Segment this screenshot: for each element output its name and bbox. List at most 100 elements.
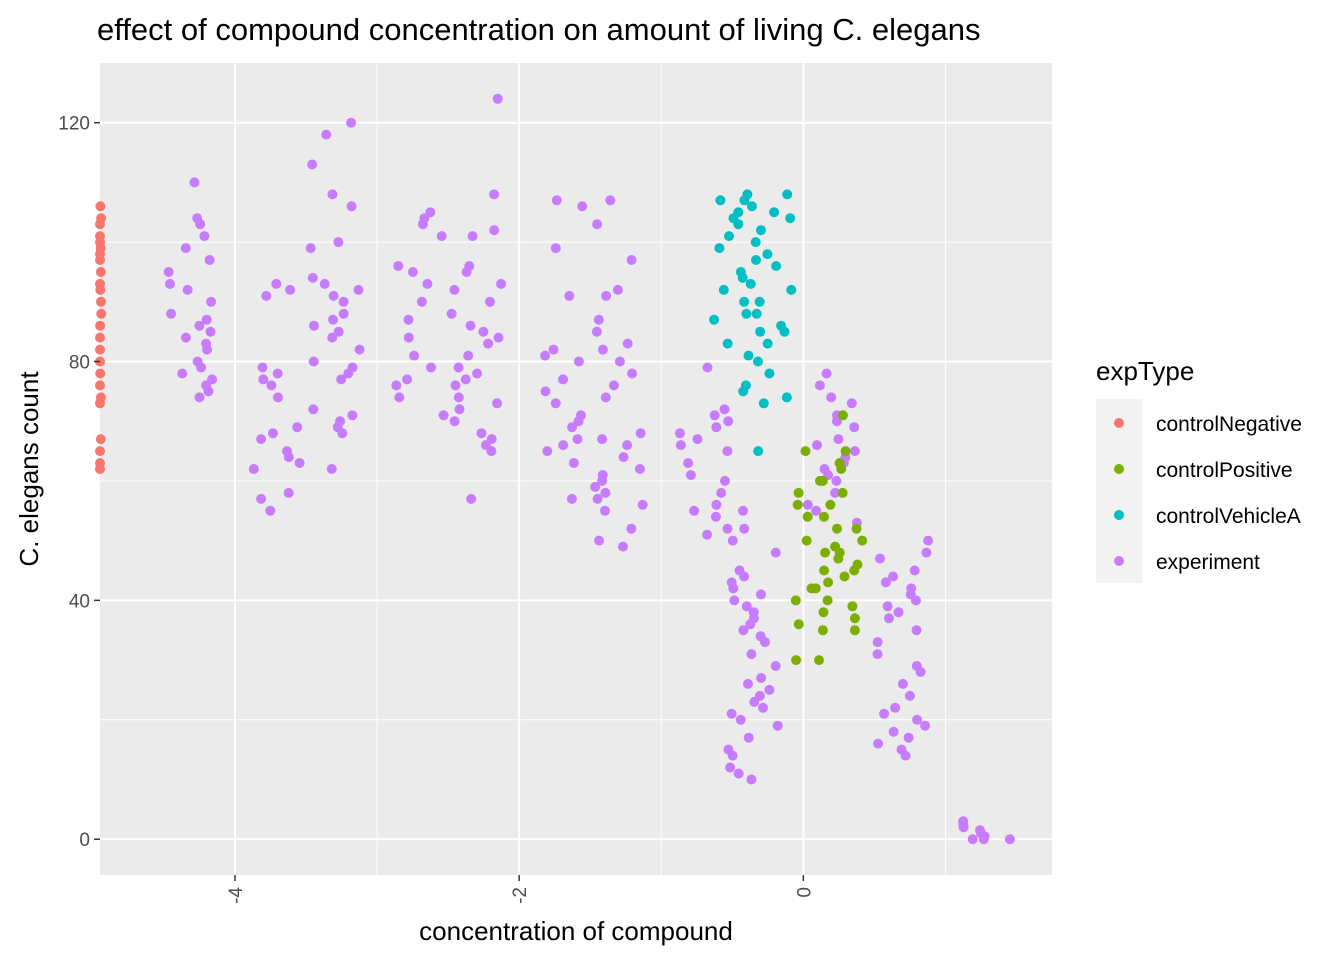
point-experiment xyxy=(897,678,908,689)
point-experiment xyxy=(890,702,901,713)
point-experiment xyxy=(177,368,188,379)
legend: expType controlNegative controlPositive co… xyxy=(1096,356,1302,583)
point-controlPositive xyxy=(849,613,860,624)
point-experiment xyxy=(489,225,500,236)
point-controlPositive xyxy=(814,655,824,666)
data-points xyxy=(95,93,1015,845)
point-experiment xyxy=(692,434,703,445)
point-experiment xyxy=(257,362,268,373)
point-experiment xyxy=(594,535,605,546)
point-controlPositive xyxy=(847,601,858,612)
point-experiment xyxy=(622,338,633,349)
x-tick-label: 0 xyxy=(794,887,815,898)
point-controlPositive xyxy=(819,565,830,576)
point-experiment xyxy=(558,440,569,451)
point-controlPositive xyxy=(818,607,829,618)
point-controlNegative xyxy=(95,464,105,474)
point-experiment xyxy=(465,320,476,331)
point-experiment xyxy=(900,750,911,761)
point-experiment xyxy=(760,637,770,648)
point-experiment xyxy=(454,404,465,415)
point-experiment xyxy=(333,237,344,248)
point-controlPositive xyxy=(810,583,821,594)
point-experiment xyxy=(622,440,633,451)
point-experiment xyxy=(558,374,568,385)
point-experiment xyxy=(467,231,478,242)
point-experiment xyxy=(893,607,904,618)
point-experiment xyxy=(915,667,926,677)
point-controlPositive xyxy=(825,499,836,510)
point-controlNegative xyxy=(95,398,105,409)
point-experiment xyxy=(292,422,303,433)
point-experiment xyxy=(745,619,756,630)
point-experiment xyxy=(273,392,283,403)
point-experiment xyxy=(266,380,277,391)
point-controlVehicleA xyxy=(762,249,773,260)
point-experiment xyxy=(597,344,608,355)
point-controlNegative xyxy=(96,308,107,319)
point-experiment xyxy=(202,344,213,355)
point-controlPositive xyxy=(822,595,833,606)
point-experiment xyxy=(568,458,579,468)
point-experiment xyxy=(309,320,319,331)
point-controlVehicleA xyxy=(785,213,796,224)
point-experiment xyxy=(618,541,628,552)
point-controlVehicleA xyxy=(738,386,749,397)
point-experiment xyxy=(756,589,766,600)
point-controlPositive xyxy=(851,523,862,534)
point-controlNegative xyxy=(95,446,105,457)
point-experiment xyxy=(189,177,200,188)
legend-title: expType xyxy=(1096,356,1194,386)
point-experiment xyxy=(879,708,890,719)
point-experiment xyxy=(403,314,414,325)
point-experiment xyxy=(733,768,744,779)
point-controlVehicleA xyxy=(762,338,773,349)
point-controlPositive xyxy=(820,547,831,558)
point-experiment xyxy=(711,422,722,433)
point-experiment xyxy=(194,392,205,403)
point-experiment xyxy=(347,410,358,421)
point-controlPositive xyxy=(801,535,812,546)
point-controlVehicleA xyxy=(715,195,726,206)
point-controlVehicleA xyxy=(782,189,793,200)
x-tick-label: -2 xyxy=(510,887,531,904)
point-experiment xyxy=(426,362,436,373)
point-experiment xyxy=(328,314,338,325)
point-experiment xyxy=(738,505,748,516)
point-experiment xyxy=(722,446,733,457)
point-experiment xyxy=(180,332,191,343)
point-experiment xyxy=(402,374,413,385)
point-experiment xyxy=(597,434,608,445)
point-controlNegative xyxy=(95,267,106,277)
point-controlVehicleA xyxy=(722,338,733,349)
point-experiment xyxy=(333,326,344,337)
point-experiment xyxy=(634,464,645,474)
point-experiment xyxy=(593,314,604,325)
point-controlVehicleA xyxy=(771,261,782,271)
point-experiment xyxy=(453,362,464,373)
point-experiment xyxy=(492,398,503,409)
point-controlVehicleA xyxy=(746,201,757,212)
point-experiment xyxy=(830,487,841,498)
point-experiment xyxy=(422,278,433,289)
point-experiment xyxy=(723,416,734,427)
point-experiment xyxy=(449,416,460,427)
point-experiment xyxy=(904,690,915,701)
point-experiment xyxy=(391,380,402,391)
point-experiment xyxy=(846,398,857,409)
point-controlPositive xyxy=(833,553,844,564)
point-controlNegative xyxy=(95,255,105,265)
point-controlVehicleA xyxy=(781,392,792,403)
point-experiment xyxy=(550,243,561,254)
chart-title: effect of compound concentration on amou… xyxy=(97,12,981,47)
point-experiment xyxy=(573,416,584,427)
point-controlVehicleA xyxy=(739,195,750,206)
point-controlPositive xyxy=(857,535,868,546)
point-experiment xyxy=(343,368,354,379)
point-controlVehicleA xyxy=(753,356,763,367)
legend-label-controlVehicleA: controlVehicleA xyxy=(1156,505,1301,528)
point-experiment xyxy=(550,398,561,409)
point-controlVehicleA xyxy=(754,296,765,307)
point-experiment xyxy=(542,446,553,457)
point-experiment xyxy=(338,296,349,307)
